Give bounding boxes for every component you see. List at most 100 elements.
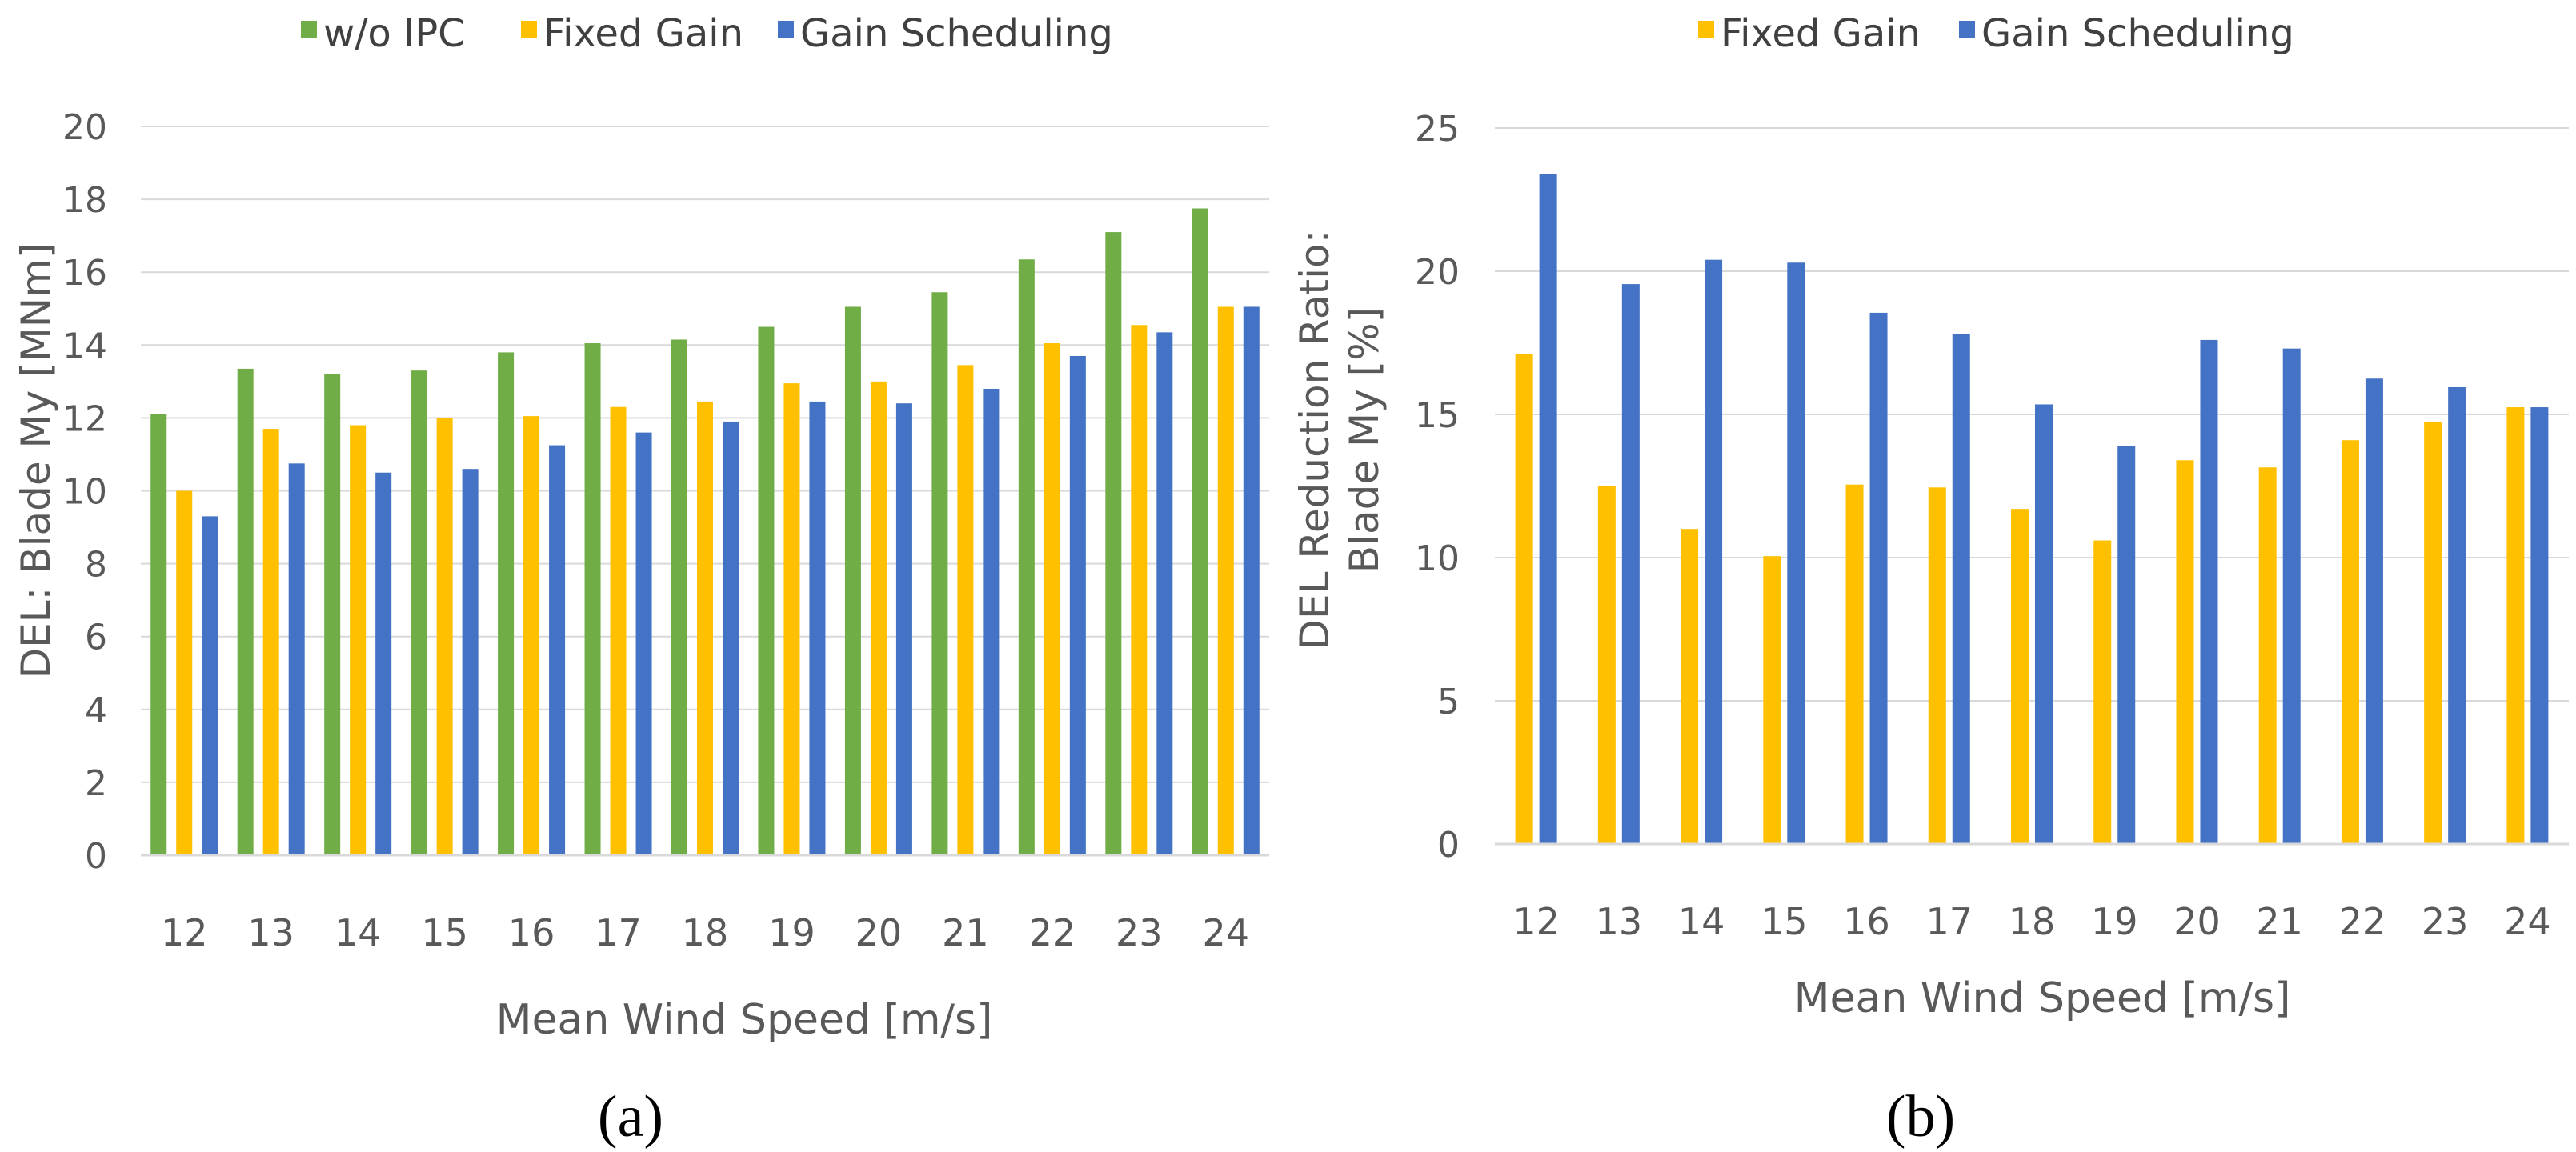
x-tick-b-17: 17 — [1925, 900, 1973, 943]
x-tick-b-23: 23 — [2422, 900, 2469, 943]
y-tick-a-18: 18 — [62, 180, 107, 221]
bar-b-fixed-gain-20 — [2176, 460, 2194, 844]
x-tick-b-14: 14 — [1678, 900, 1725, 943]
x-tick-b-16: 16 — [1843, 900, 1890, 943]
chart-b: Fixed Gain Gain Scheduling 0 5 10 15 20 25 12… — [1292, 11, 2569, 1150]
bar-a-fixed-gain-22 — [1044, 343, 1060, 856]
bar-b-gain-scheduling-23 — [2448, 386, 2466, 844]
x-axis-title-a: Mean Wind Speed [m/s] — [496, 996, 993, 1044]
x-tick-a-22: 22 — [1029, 911, 1076, 954]
y-tick-a-16: 16 — [62, 253, 107, 294]
bar-a-w-o-ipc-24 — [1192, 208, 1208, 855]
x-axis-title-b: Mean Wind Speed [m/s] — [1794, 974, 2291, 1022]
bar-a-gain-scheduling-17 — [635, 432, 652, 855]
bar-a-gain-scheduling-12 — [202, 516, 218, 855]
y-tick-b-15: 15 — [1415, 395, 1460, 436]
legend-a-label-fixed-gain: Fixed Gain — [543, 11, 743, 56]
bar-a-gain-scheduling-22 — [1069, 355, 1086, 856]
bars-b — [1515, 174, 2549, 845]
x-tick-b-21: 21 — [2256, 900, 2303, 943]
legend-a: w/o IPC Fixed Gain Gain Scheduling — [301, 11, 1113, 56]
bar-b-gain-scheduling-15 — [1787, 262, 1805, 844]
bar-a-gain-scheduling-16 — [549, 445, 566, 855]
legend-b-label-gain-scheduling: Gain Scheduling — [1981, 11, 2294, 56]
bar-b-gain-scheduling-20 — [2200, 339, 2218, 844]
x-tick-a-17: 17 — [595, 911, 642, 954]
bar-a-fixed-gain-19 — [783, 383, 800, 855]
x-tick-labels-b: 12 13 14 15 16 17 18 19 20 21 22 23 24 — [1512, 900, 2550, 943]
bar-b-gain-scheduling-22 — [2365, 378, 2383, 844]
legend-b-label-fixed-gain: Fixed Gain — [1721, 11, 1921, 56]
bar-a-w-o-ipc-15 — [411, 370, 427, 855]
bar-b-fixed-gain-16 — [1845, 484, 1864, 844]
legend-a-label-gain-scheduling: Gain Scheduling — [800, 11, 1113, 56]
bar-a-w-o-ipc-23 — [1105, 232, 1122, 856]
x-tick-a-19: 19 — [768, 911, 815, 954]
bar-a-w-o-ipc-12 — [150, 414, 167, 855]
panel-label-b: (b) — [1886, 1084, 1955, 1150]
gridlines-b — [1495, 127, 2569, 702]
bar-a-w-o-ipc-22 — [1018, 259, 1035, 855]
bar-a-fixed-gain-20 — [870, 381, 887, 856]
x-tick-b-20: 20 — [2173, 900, 2221, 943]
y-tick-b-10: 10 — [1415, 538, 1460, 579]
bar-b-fixed-gain-19 — [2093, 540, 2112, 844]
x-tick-a-23: 23 — [1116, 911, 1163, 954]
y-tick-labels-b: 0 5 10 15 20 25 — [1415, 109, 1460, 866]
bar-a-gain-scheduling-15 — [462, 469, 479, 855]
bar-a-gain-scheduling-14 — [375, 472, 392, 855]
bar-a-fixed-gain-15 — [436, 418, 453, 855]
x-tick-b-12: 12 — [1512, 900, 1560, 943]
y-tick-b-0: 0 — [1437, 825, 1460, 866]
y-tick-a-4: 4 — [85, 690, 107, 731]
y-axis-title-b: DEL Reduction Ratio: Blade My [%] — [1292, 230, 1388, 650]
x-tick-b-22: 22 — [2339, 900, 2386, 943]
y-axis-title-b-line2: Blade My [%] — [1341, 307, 1388, 573]
bar-a-gain-scheduling-24 — [1243, 306, 1260, 855]
bar-a-fixed-gain-18 — [697, 401, 713, 856]
y-tick-labels-a: 0 2 4 6 8 10 12 14 16 18 20 — [62, 107, 107, 877]
y-tick-a-10: 10 — [62, 472, 107, 513]
y-tick-b-25: 25 — [1415, 109, 1460, 150]
x-tick-a-15: 15 — [421, 911, 468, 954]
bar-b-fixed-gain-15 — [1763, 556, 1781, 844]
y-axis-title-a: DEL: Blade My [MNm] — [13, 243, 59, 679]
x-tick-b-18: 18 — [2009, 900, 2056, 943]
y-tick-b-20: 20 — [1415, 252, 1460, 293]
bar-a-w-o-ipc-14 — [324, 374, 341, 855]
bar-b-gain-scheduling-13 — [1621, 284, 1640, 844]
bar-a-fixed-gain-12 — [176, 490, 193, 855]
bar-b-fixed-gain-12 — [1515, 354, 1533, 844]
y-tick-a-6: 6 — [85, 618, 107, 658]
x-tick-a-18: 18 — [682, 911, 729, 954]
y-tick-a-0: 0 — [85, 836, 107, 877]
bar-b-gain-scheduling-17 — [1952, 334, 1970, 844]
bar-b-gain-scheduling-18 — [2035, 404, 2053, 845]
bar-a-gain-scheduling-13 — [288, 463, 305, 855]
bar-b-fixed-gain-22 — [2341, 440, 2359, 844]
bar-b-fixed-gain-21 — [2258, 467, 2277, 844]
bar-a-w-o-ipc-20 — [844, 306, 861, 855]
x-tick-a-14: 14 — [335, 911, 382, 954]
x-tick-b-13: 13 — [1596, 900, 1643, 943]
legend-b: Fixed Gain Gain Scheduling — [1698, 11, 2294, 56]
legend-b-swatch-gain-scheduling — [1959, 21, 1975, 38]
bar-b-fixed-gain-24 — [2506, 407, 2525, 844]
bar-b-gain-scheduling-21 — [2282, 348, 2301, 844]
bar-b-fixed-gain-17 — [1928, 487, 1946, 844]
legend-a-swatch-gain-scheduling — [778, 21, 794, 38]
legend-a-label-wo-ipc: w/o IPC — [323, 11, 465, 56]
bar-a-w-o-ipc-19 — [758, 326, 775, 855]
y-tick-a-8: 8 — [85, 545, 107, 586]
x-tick-a-16: 16 — [508, 911, 555, 954]
bar-a-fixed-gain-21 — [957, 365, 974, 855]
y-tick-a-12: 12 — [62, 398, 107, 439]
y-tick-a-14: 14 — [62, 326, 107, 366]
bar-b-gain-scheduling-19 — [2117, 446, 2136, 844]
bar-a-fixed-gain-17 — [610, 406, 627, 855]
bar-b-fixed-gain-23 — [2424, 421, 2442, 844]
x-tick-a-24: 24 — [1202, 911, 1249, 954]
x-tick-labels-a: 12 13 14 15 16 17 18 19 20 21 22 23 24 — [161, 911, 1249, 954]
bar-a-w-o-ipc-17 — [584, 343, 601, 856]
bar-a-fixed-gain-13 — [262, 429, 279, 855]
